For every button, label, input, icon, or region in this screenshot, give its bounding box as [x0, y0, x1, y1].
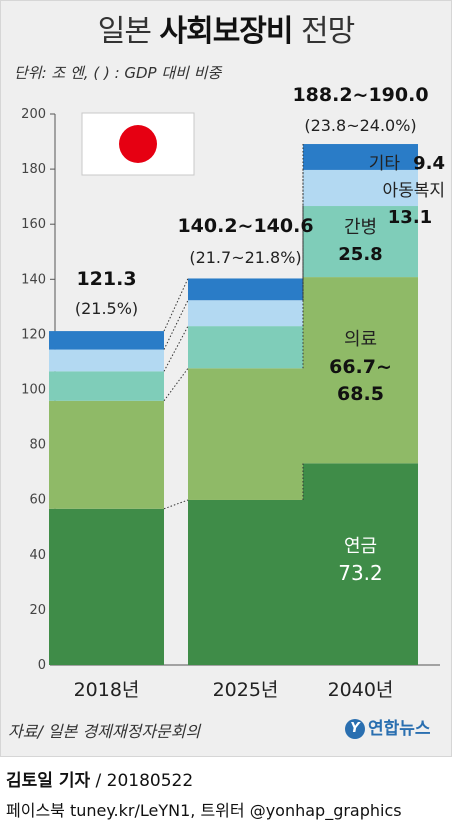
- y-tick-label: 160: [21, 217, 46, 232]
- x-tick-label: 2040년: [328, 679, 394, 701]
- bar-segment: [303, 206, 418, 278]
- byline: 김토일 기자 / 20180522: [6, 766, 193, 791]
- bar-segment: [49, 349, 164, 372]
- data-label-medical-2: 68.5: [337, 383, 384, 405]
- data-label-total: 121.3: [76, 268, 136, 290]
- bar-segment: [188, 368, 303, 500]
- japan-flag-disc: [119, 125, 157, 163]
- yonhap-logo: Y 연합뉴스: [345, 714, 431, 739]
- y-tick-label: 60: [29, 493, 46, 508]
- data-label-total: 140.2~140.6: [177, 215, 313, 237]
- data-label-medical-1: 66.7~: [329, 356, 392, 378]
- x-tick-label: 2018년: [74, 679, 140, 701]
- connector-line: [163, 278, 189, 332]
- data-label-other: 9.4: [413, 153, 445, 174]
- data-label-gdp-share: (21.5%): [75, 299, 138, 318]
- page-title: 일본 사회보장비 전망: [0, 6, 452, 50]
- series-label-medical: 의료: [344, 329, 377, 350]
- byline-name: 김토일 기자: [6, 771, 91, 791]
- series-label-other: 기타: [369, 154, 401, 174]
- connector-line: [163, 367, 189, 402]
- unit-note: 단위: 조 엔, ( ) : GDP 대비 비중: [14, 64, 222, 82]
- bar-segment: [49, 371, 164, 401]
- social-links: 페이스북 tuney.kr/LeYN1, 트위터 @yonhap_graphic…: [6, 801, 402, 820]
- bar-segment: [303, 144, 418, 170]
- y-tick-label: 0: [38, 658, 46, 673]
- y-tick-label: 100: [21, 383, 46, 398]
- y-tick-label: 40: [29, 548, 46, 563]
- series-label-pension: 연금: [344, 536, 377, 557]
- connector-line: [163, 499, 189, 510]
- bar-segment: [303, 169, 418, 207]
- connector-line: [163, 300, 189, 350]
- bar-segment: [188, 300, 303, 327]
- bar-segment: [188, 326, 303, 369]
- connector-line: [163, 325, 189, 372]
- bar-segment: [303, 463, 418, 665]
- y-tick-label: 120: [21, 327, 46, 342]
- data-label-care: 25.8: [338, 244, 382, 265]
- bar-segment: [188, 499, 303, 665]
- y-tick-label: 80: [29, 438, 46, 453]
- byline-date: / 20180522: [90, 771, 194, 791]
- series-label-child: 아동복지: [382, 181, 445, 201]
- bar-segment: [49, 400, 164, 509]
- data-label-pension: 73.2: [338, 561, 383, 585]
- title-suffix: 전망: [301, 14, 355, 49]
- y-tick-label: 180: [21, 162, 46, 177]
- bar-segment: [49, 508, 164, 665]
- title-prefix: 일본: [97, 14, 152, 49]
- y-tick-label: 140: [21, 272, 46, 287]
- data-label-gdp-share: (21.7~21.8%): [189, 248, 301, 267]
- bar-segment: [188, 278, 303, 301]
- yonhap-logo-icon: Y: [345, 719, 365, 739]
- title-main: 사회보장비: [159, 14, 294, 49]
- stacked-bar-chart: 0 20 40 60 80 100 120 140 160 180 200 2018년 2025년 204…: [21, 84, 445, 701]
- data-label-child: 13.1: [388, 207, 432, 228]
- logo-text: 연합뉴스: [368, 719, 431, 739]
- bar-segment: [49, 331, 164, 350]
- y-tick-label: 20: [29, 603, 46, 618]
- series-label-care: 간병: [344, 217, 377, 238]
- data-label-total: 188.2~190.0: [292, 84, 428, 106]
- x-tick-label: 2025년: [213, 679, 279, 701]
- data-label-gdp-share: (23.8~24.0%): [304, 116, 416, 135]
- y-tick-label: 200: [21, 107, 46, 122]
- bar-segment: [303, 277, 418, 464]
- source-note: 자료/ 일본 경제재정자문회의: [8, 722, 201, 741]
